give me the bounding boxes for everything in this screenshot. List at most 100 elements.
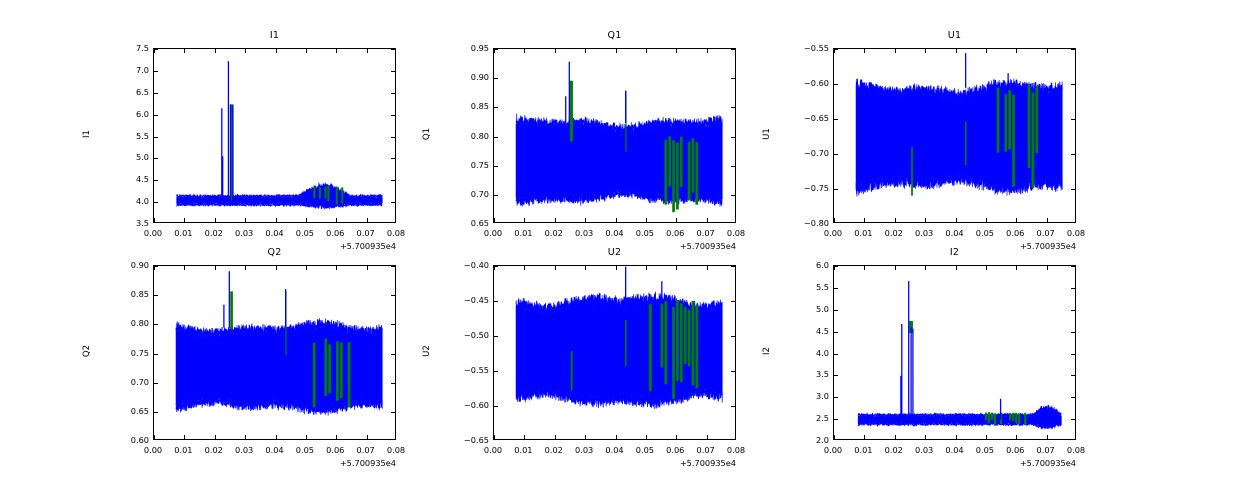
x-axis-tick-label: 0.04 xyxy=(605,228,624,238)
y-axis-tick-mark xyxy=(154,202,158,204)
y-axis-tick-mark xyxy=(1071,375,1075,377)
x-axis-tick-label: 0.07 xyxy=(1036,228,1055,238)
y-axis-tick-label: 5.0 xyxy=(815,303,829,314)
secondary-series-segment xyxy=(664,139,668,205)
x-axis-offset-label: +5.700935e4 xyxy=(339,458,396,468)
x-axis-tick-mark xyxy=(955,49,957,53)
x-axis-tick-mark xyxy=(894,49,896,53)
x-axis-tick-mark xyxy=(554,435,556,439)
secondary-series-segment xyxy=(1035,86,1039,154)
y-axis-tick-label: 5.5 xyxy=(815,281,829,292)
x-axis-tick-mark xyxy=(366,266,368,270)
secondary-series-segment xyxy=(695,142,699,205)
secondary-series-segment xyxy=(1027,85,1031,169)
y-axis-tick-label: 4.0 xyxy=(135,196,149,207)
y-axis-tick-label: 3.0 xyxy=(815,391,829,402)
x-axis-tick-label: 0.08 xyxy=(1066,445,1086,455)
panel-title: U1 xyxy=(947,30,962,41)
x-axis-tick-label: 0.01 xyxy=(854,228,873,238)
secondary-series-segment xyxy=(676,142,679,210)
x-axis-tick-mark xyxy=(154,435,155,439)
secondary-series-segment xyxy=(679,136,683,188)
secondary-series-segment xyxy=(313,185,316,199)
x-axis-tick-label: 0.03 xyxy=(575,445,594,455)
secondary-series-segment xyxy=(660,304,664,368)
panel-title: U2 xyxy=(607,247,622,258)
x-axis-tick-mark xyxy=(1016,266,1018,270)
secondary-series-segment xyxy=(1024,412,1027,425)
y-axis-tick-mark xyxy=(731,194,735,196)
x-axis-tick-label: 0.08 xyxy=(726,445,746,455)
plot-frame xyxy=(153,265,396,440)
x-axis-tick-mark xyxy=(154,218,155,222)
y-axis-tick-mark xyxy=(154,114,158,116)
x-axis-tick-mark xyxy=(834,266,835,270)
x-axis-tick-mark xyxy=(184,435,186,439)
x-axis-tick-label: 0.01 xyxy=(514,228,533,238)
y-axis-tick-mark xyxy=(1071,266,1075,267)
y-axis-tick-mark xyxy=(731,371,735,372)
x-axis-tick-mark xyxy=(706,435,708,439)
x-axis-tick-mark xyxy=(894,435,896,439)
x-axis-tick-mark xyxy=(585,435,587,439)
y-axis-tick-mark xyxy=(494,266,498,267)
y-axis-tick-label: 0.70 xyxy=(130,376,149,387)
secondary-series-segment xyxy=(1018,413,1021,424)
y-axis-tick-mark xyxy=(391,353,395,355)
y-axis-tick-mark xyxy=(834,375,838,377)
secondary-series-segment xyxy=(996,87,1000,153)
x-axis-tick-mark xyxy=(275,218,277,222)
primary-series-edge xyxy=(855,173,1063,197)
y-axis-label: U2 xyxy=(422,344,432,357)
y-axis-tick-label: 6.0 xyxy=(135,108,149,119)
y-axis-tick-mark xyxy=(494,78,498,80)
x-axis-tick-label: 0.02 xyxy=(544,445,563,455)
y-axis-tick-label: 0.70 xyxy=(470,188,489,199)
secondary-series-segment xyxy=(1031,92,1035,188)
secondary-series-segment xyxy=(1012,412,1015,421)
x-axis-tick-mark xyxy=(615,49,617,53)
x-axis-tick-mark xyxy=(245,435,247,439)
y-axis-tick-mark xyxy=(154,266,158,267)
x-axis-tick-mark xyxy=(524,218,526,222)
secondary-series-segment xyxy=(1008,90,1012,150)
x-axis-tick-mark xyxy=(336,266,338,270)
secondary-series-segment xyxy=(324,338,328,397)
y-axis-tick-mark xyxy=(391,382,395,384)
y-axis-tick-label: −0.40 xyxy=(463,260,489,270)
x-axis-tick-mark xyxy=(834,435,835,439)
primary-series-edge xyxy=(857,404,1062,419)
y-axis-tick-mark xyxy=(154,136,158,138)
x-axis-tick-mark xyxy=(336,49,338,53)
y-axis-tick-mark xyxy=(1071,397,1075,399)
x-axis-tick-label: 0.01 xyxy=(854,445,873,455)
y-axis-tick-label: 0.60 xyxy=(130,435,149,445)
chart-panel-u1: U1 −0.80 −0.75 −0.70 −0.65 −0.60 −0.55 0.00 0.01… xyxy=(762,30,1085,251)
x-axis-tick-label: 0.04 xyxy=(945,228,964,238)
x-axis-tick-mark xyxy=(985,218,987,222)
y-axis-tick-mark xyxy=(731,336,735,337)
data-series-layer xyxy=(175,271,383,416)
x-axis-tick-mark xyxy=(494,218,495,222)
x-axis-tick-label: 0.06 xyxy=(1006,445,1025,455)
x-axis-tick-label: 0.04 xyxy=(265,445,284,455)
secondary-series-segment xyxy=(324,186,327,199)
x-axis-tick-label: 0.02 xyxy=(204,228,223,238)
y-axis-tick-mark xyxy=(1071,154,1075,155)
y-axis-tick-mark xyxy=(834,266,838,267)
y-axis-tick-label: 4.0 xyxy=(815,347,829,358)
x-axis-tick-mark xyxy=(184,218,186,222)
secondary-series-segment xyxy=(1012,94,1015,187)
y-axis-tick-mark xyxy=(1071,353,1075,355)
y-axis-tick-label: 0.80 xyxy=(130,318,149,329)
y-axis-tick-mark xyxy=(834,353,838,355)
y-axis-tick-label: −0.70 xyxy=(803,148,829,158)
y-axis-tick-label: 4.5 xyxy=(815,325,829,336)
y-axis-tick-mark xyxy=(834,309,838,311)
primary-series-edge xyxy=(515,113,723,135)
x-axis-tick-label: 0.00 xyxy=(143,445,163,455)
y-axis-tick-label: 6.5 xyxy=(135,86,149,97)
x-axis-tick-label: 0.05 xyxy=(635,228,654,238)
x-axis-tick-mark xyxy=(184,49,186,53)
